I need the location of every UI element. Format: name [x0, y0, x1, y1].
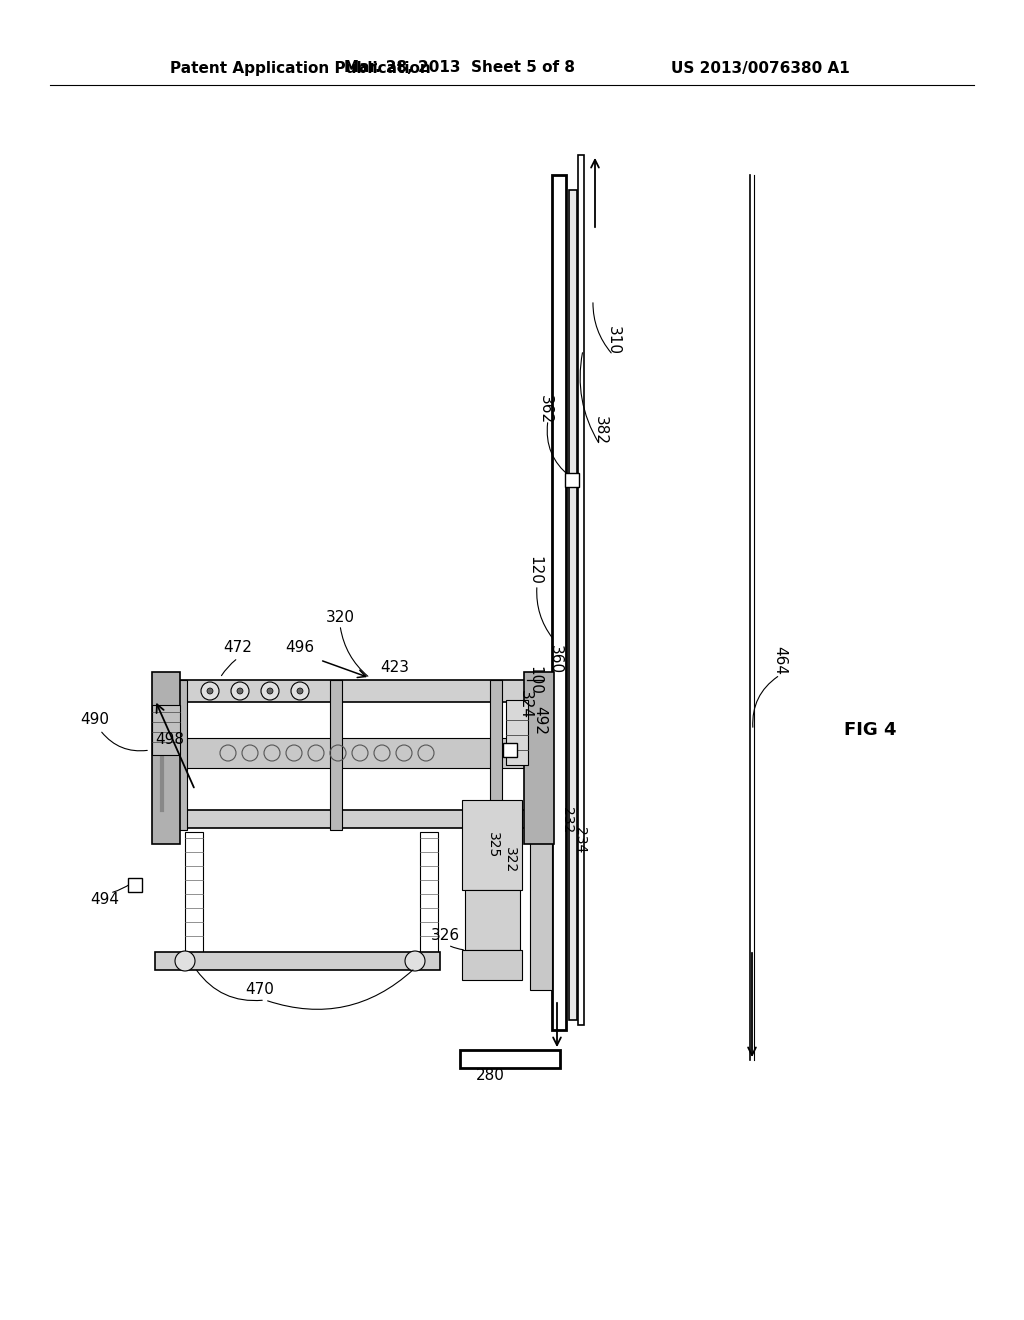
Bar [569, 190, 577, 1020]
Text: 496: 496 [286, 640, 314, 656]
Text: FIG 4: FIG 4 [844, 721, 896, 739]
Bar [552, 176, 566, 1030]
Text: 325: 325 [486, 832, 500, 858]
Circle shape [231, 682, 249, 700]
Bar [185, 832, 203, 952]
Text: US 2013/0076380 A1: US 2013/0076380 A1 [672, 61, 850, 75]
Circle shape [237, 688, 243, 694]
Text: 360: 360 [548, 645, 562, 675]
Text: 320: 320 [326, 610, 354, 626]
Bar [170, 680, 550, 702]
Bar [152, 705, 180, 755]
Bar [462, 950, 522, 979]
Circle shape [207, 688, 213, 694]
Text: 490: 490 [81, 713, 110, 727]
Bar [155, 952, 440, 970]
Text: 492: 492 [532, 705, 548, 734]
Text: 322: 322 [503, 847, 517, 873]
Text: 232: 232 [560, 807, 574, 833]
Bar [462, 800, 522, 890]
Text: 470: 470 [246, 982, 274, 998]
Circle shape [291, 682, 309, 700]
Text: 326: 326 [430, 928, 460, 942]
Bar [490, 680, 502, 830]
Text: 362: 362 [538, 396, 553, 425]
Text: 382: 382 [593, 416, 607, 445]
Bar [175, 738, 530, 768]
Circle shape [297, 688, 303, 694]
Bar [503, 743, 517, 756]
Text: Mar. 28, 2013  Sheet 5 of 8: Mar. 28, 2013 Sheet 5 of 8 [344, 61, 575, 75]
Text: 100: 100 [527, 665, 543, 694]
Circle shape [406, 950, 425, 972]
Bar [330, 680, 342, 830]
Bar [524, 672, 554, 843]
Bar [530, 760, 552, 990]
Text: 423: 423 [381, 660, 410, 676]
Bar [420, 832, 438, 952]
Circle shape [201, 682, 219, 700]
Text: 234: 234 [573, 826, 587, 853]
Bar [565, 473, 579, 487]
Text: 464: 464 [772, 645, 787, 675]
Text: 310: 310 [605, 326, 621, 355]
Bar [465, 890, 520, 950]
Bar [578, 154, 584, 1026]
Bar [152, 672, 180, 843]
Text: 498: 498 [156, 733, 184, 747]
Bar [460, 1049, 560, 1068]
Bar [506, 700, 528, 766]
Text: 120: 120 [527, 556, 543, 585]
Text: 324: 324 [517, 690, 532, 719]
Circle shape [267, 688, 273, 694]
Circle shape [261, 682, 279, 700]
Text: 280: 280 [475, 1068, 505, 1082]
Bar [175, 680, 187, 830]
Bar [170, 810, 550, 828]
Text: 494: 494 [90, 892, 120, 908]
Text: Patent Application Publication: Patent Application Publication [170, 61, 431, 75]
Bar [128, 878, 142, 892]
Circle shape [175, 950, 195, 972]
Text: 472: 472 [223, 640, 253, 656]
